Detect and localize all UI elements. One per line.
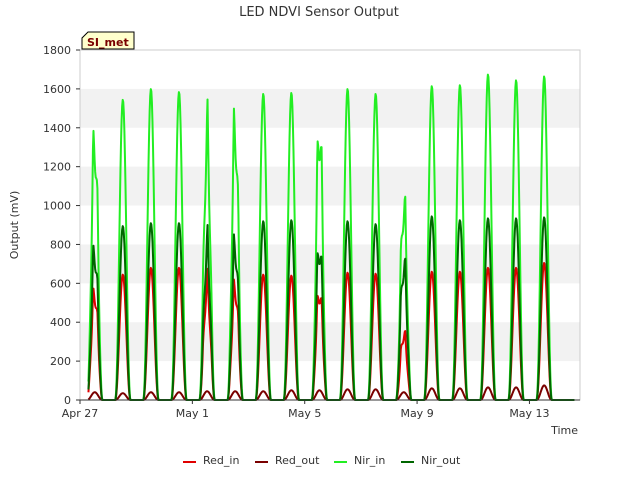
legend-label-nir-out: Nir_out xyxy=(421,454,461,467)
x-tick-label: Apr 27 xyxy=(62,407,99,420)
y-tick-label: 1800 xyxy=(43,44,71,57)
x-tick-label: May 9 xyxy=(400,407,433,420)
legend-label-red-out: Red_out xyxy=(275,454,320,467)
y-tick-label: 800 xyxy=(50,238,71,251)
y-tick-label: 200 xyxy=(50,355,71,368)
station-badge: SI_met xyxy=(81,31,135,50)
legend-label-nir-in: Nir_in xyxy=(354,454,385,467)
station-badge-label: SI_met xyxy=(87,36,129,49)
y-tick-label: 0 xyxy=(64,394,71,407)
y-tick-label: 1200 xyxy=(43,161,71,174)
series-line-red-out xyxy=(87,384,575,401)
plot-background-bands xyxy=(80,88,580,362)
legend: Red_in Red_out Nir_in Nir_out xyxy=(183,454,461,467)
station-badge-shape xyxy=(81,31,135,50)
y-tick-label: 1600 xyxy=(43,83,71,96)
y-tick-label: 1000 xyxy=(43,200,71,213)
x-tick-label: May 5 xyxy=(288,407,321,420)
grid-band xyxy=(80,88,580,128)
y-tick-label: 1400 xyxy=(43,122,71,135)
x-axis-label: Time xyxy=(550,424,578,437)
y-tick-label: 400 xyxy=(50,316,71,329)
grid-band xyxy=(80,322,580,362)
x-tick-label: May 13 xyxy=(509,407,549,420)
grid-band xyxy=(80,166,580,206)
series-line-nir-out xyxy=(87,215,575,401)
y-axis-ticks: 0 200 400 600 800 1000 1200 1400 1600 1800 xyxy=(43,44,80,407)
y-tick-label: 600 xyxy=(50,277,71,290)
x-axis-ticks: Apr 27 May 1 May 5 May 9 May 13 xyxy=(62,400,550,420)
legend-label-red-in: Red_in xyxy=(203,454,239,467)
y-axis-label: Output (mV) xyxy=(8,191,21,260)
grid-band xyxy=(80,244,580,284)
x-tick-label: May 1 xyxy=(176,407,209,420)
chart-title: LED NDVI Sensor Output xyxy=(239,5,399,20)
